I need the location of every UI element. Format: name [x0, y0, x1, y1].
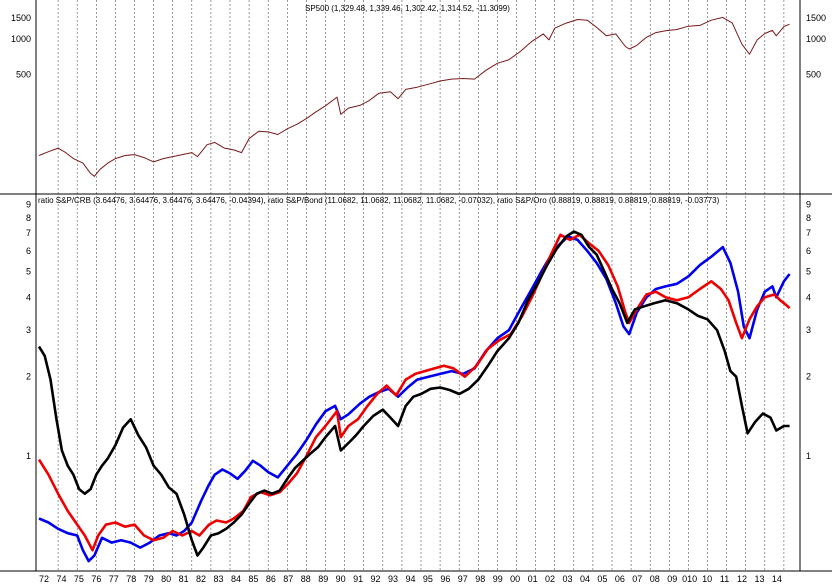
y-tick-label-left: 9 [26, 199, 31, 209]
top-panel-title: SP500 (1,329.48, 1,339.46, 1,302.42, 1,3… [305, 4, 510, 13]
x-tick-label: 97 [458, 574, 468, 584]
y-tick-label-right: 500 [806, 69, 821, 79]
y-tick-label-right: 1500 [806, 13, 826, 23]
x-tick-label: 05 [597, 574, 607, 584]
y-tick-label-left: 7 [26, 228, 31, 238]
x-tick-label: 82 [196, 574, 206, 584]
x-tick-label: 95 [423, 574, 433, 584]
x-tick-label: 81 [179, 574, 189, 584]
y-tick-label-right: 7 [806, 228, 811, 238]
x-tick-label: 99 [493, 574, 503, 584]
x-tick-label: 90 [336, 574, 346, 584]
y-tick-label-right: 8 [806, 213, 811, 223]
x-tick-label: 09 [667, 574, 677, 584]
x-tick-label: 78 [126, 574, 136, 584]
x-tick-label: 94 [405, 574, 415, 584]
x-tick-label: 01 [528, 574, 538, 584]
series-layer [37, 16, 791, 563]
x-tick-label: 10 [702, 574, 712, 584]
x-tick-label: 75 [74, 574, 84, 584]
x-tick-label: 76 [91, 574, 101, 584]
y-tick-label-left: 3 [26, 325, 31, 335]
series-line-black [37, 230, 790, 557]
x-tick-label: 98 [475, 574, 485, 584]
y-tick-label-right: 6 [806, 246, 811, 256]
x-tick-label: 010 [682, 574, 697, 584]
x-tick-label: 11 [720, 574, 729, 584]
x-tick-label: 03 [562, 574, 572, 584]
x-tick-label: 89 [318, 574, 328, 584]
y-tick-label-left: 500 [16, 69, 31, 79]
y-tick-label-left: 5 [26, 267, 31, 277]
y-tick-label-left: 1000 [11, 34, 31, 44]
y-tick-label-right: 5 [806, 267, 811, 277]
x-tick-label: 04 [580, 574, 590, 584]
x-tick-label: 79 [144, 574, 154, 584]
x-tick-label: 06 [615, 574, 625, 584]
bottom-panel-title: ratio S&P/CRB (3.64476, 3.64476, 3.64476… [38, 196, 720, 205]
series-line-red [37, 233, 791, 552]
x-tick-label: 08 [650, 574, 660, 584]
x-tick-label: 87 [283, 574, 293, 584]
x-tick-label: 92 [371, 574, 381, 584]
y-tick-label-left: 1500 [11, 13, 31, 23]
series-line-blue [38, 235, 791, 563]
x-tick-label: 91 [353, 574, 363, 584]
x-tick-label: 86 [266, 574, 276, 584]
y-tick-label-left: 4 [26, 292, 31, 302]
x-tick-label: 14 [772, 574, 782, 584]
y-tick-label-right: 1000 [806, 34, 826, 44]
x-tick-label: 96 [440, 574, 450, 584]
y-tick-label-left: 8 [26, 213, 31, 223]
x-tick-label: 07 [632, 574, 642, 584]
y-tick-label-right: 2 [806, 372, 811, 382]
x-tick-label: 93 [388, 574, 398, 584]
x-tick-label: 77 [109, 574, 119, 584]
x-tick-label: 83 [213, 574, 223, 584]
y-tick-label-left: 6 [26, 246, 31, 256]
y-tick-label-left: 2 [26, 372, 31, 382]
x-tick-label: 74 [56, 574, 66, 584]
x-tick-label: 80 [161, 574, 171, 584]
x-tick-label: 00 [510, 574, 520, 584]
y-tick-label-left: 1 [26, 451, 31, 461]
x-tick-label: 12 [737, 574, 747, 584]
x-tick-label: 85 [248, 574, 258, 584]
x-tick-label: 72 [39, 574, 49, 584]
y-tick-label-right: 4 [806, 292, 811, 302]
x-tick-label: 84 [231, 574, 241, 584]
series-line-sp500 [38, 16, 790, 177]
y-tick-label-right: 3 [806, 325, 811, 335]
x-tick-label: 88 [301, 574, 311, 584]
x-tick-label: 13 [754, 574, 764, 584]
y-tick-label-right: 9 [806, 199, 811, 209]
x-tick-label: 02 [545, 574, 555, 584]
y-tick-label-right: 1 [806, 451, 811, 461]
